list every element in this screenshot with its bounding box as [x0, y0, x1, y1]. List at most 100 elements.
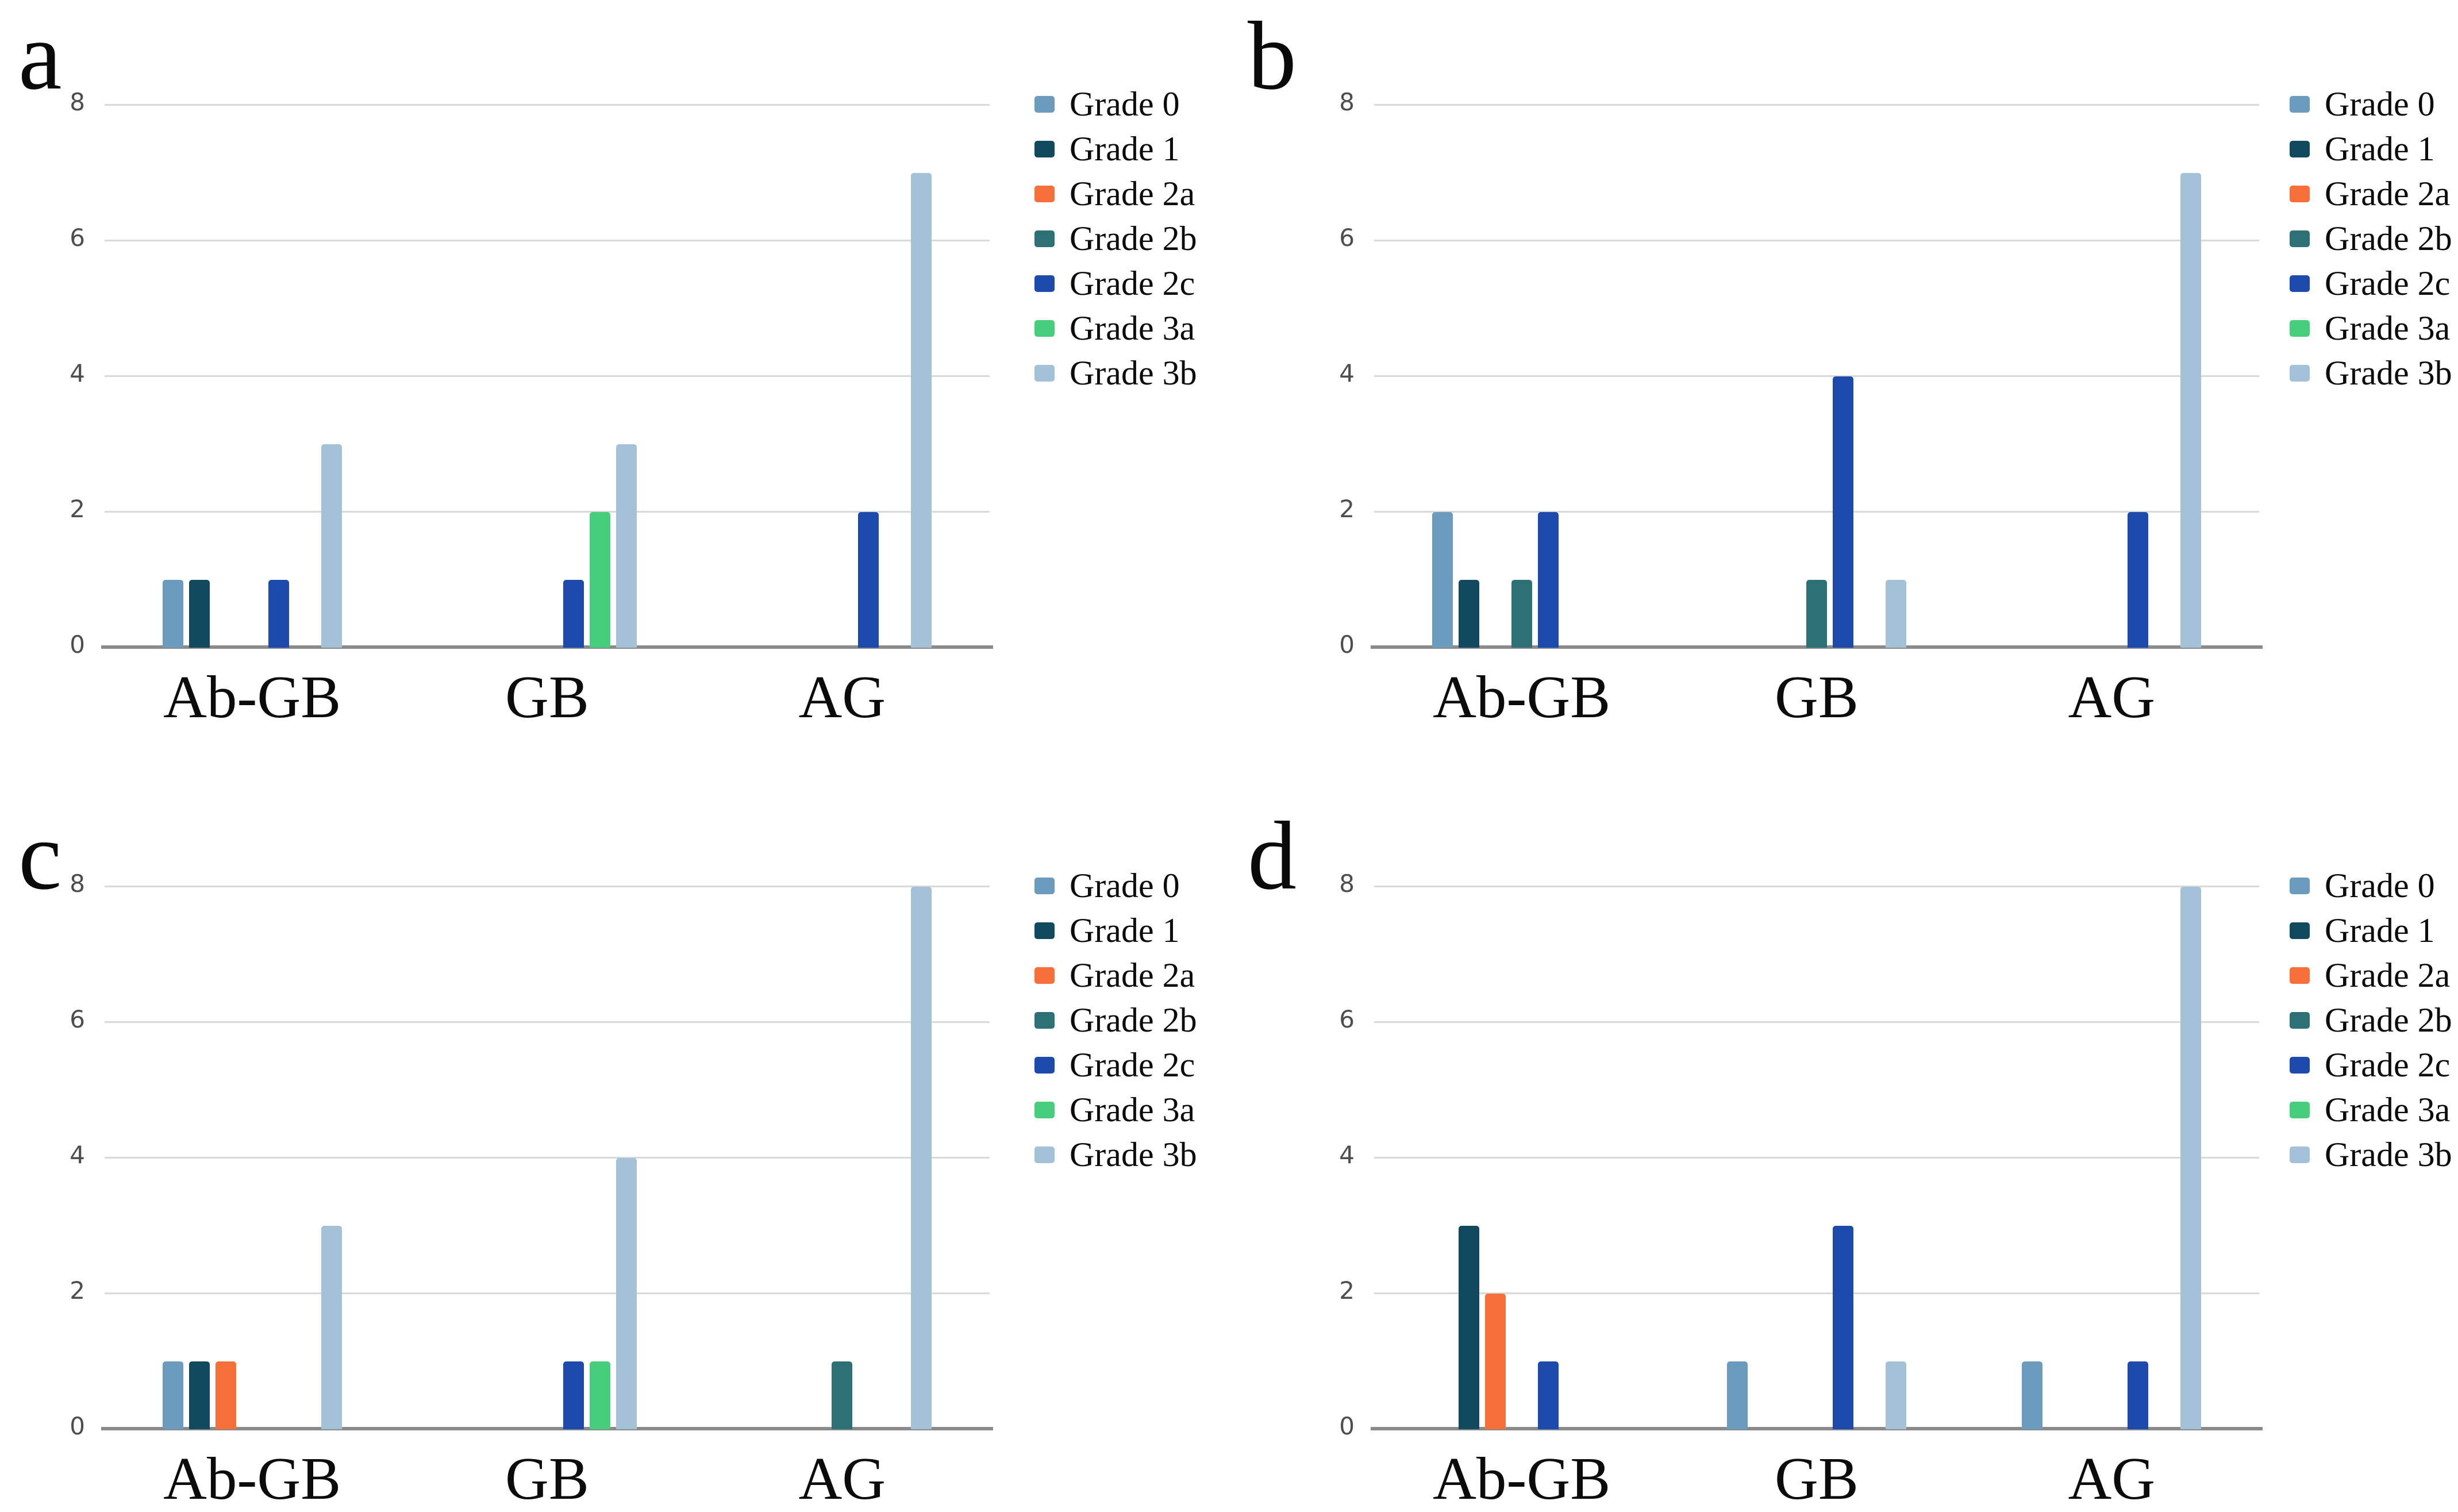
legend-entry-grade-3a: Grade 3a	[1034, 306, 1197, 351]
legend-label-grade-3a: Grade 3a	[1070, 309, 1195, 347]
bar-ag-grade-2b	[832, 1361, 853, 1429]
legend-swatch-grade-3a-icon	[1034, 1101, 1055, 1118]
legend-label-grade-3b: Grade 3b	[1070, 354, 1197, 392]
bar-ab-gb-grade-1	[1458, 580, 1479, 648]
bar-ag-grade-3b	[911, 887, 932, 1429]
bar-ab-gb-grade-1	[189, 1361, 210, 1429]
legend-entry-grade-0: Grade 0	[1034, 863, 1197, 908]
legend-swatch-grade-1-icon	[1034, 140, 1055, 157]
y-tick-label-0: 0	[70, 1412, 85, 1440]
y-tick-label-8: 8	[70, 88, 85, 116]
legend-entry-grade-2b: Grade 2b	[2290, 998, 2452, 1042]
legend-swatch-grade-2a-icon	[1034, 185, 1055, 202]
legend-entry-grade-2b: Grade 2b	[1034, 998, 1197, 1042]
bar-gb-grade-2c	[563, 1361, 584, 1429]
x-axis-labels-a: Ab-GB GB AG	[105, 667, 990, 727]
gridline-4	[1374, 1157, 2259, 1159]
legend-label-grade-0: Grade 0	[2325, 85, 2435, 123]
x-axis-labels-d: Ab-GB GB AG	[1374, 1448, 2259, 1509]
y-tick-label-6: 6	[70, 224, 85, 252]
bar-ag-grade-0	[2022, 1361, 2043, 1429]
bar-slots-ag	[749, 865, 934, 1429]
y-tick-label-4: 4	[70, 1141, 85, 1169]
bar-slots-ab-gb	[160, 83, 345, 648]
legend-entry-grade-3b: Grade 3b	[2290, 351, 2452, 395]
legend-label-grade-2b: Grade 2b	[1070, 1001, 1197, 1039]
plot-area-b: 0 2 4 6 8	[1339, 83, 2263, 657]
legend-label-grade-2a: Grade 2a	[1070, 175, 1195, 213]
legend-entry-grade-2c: Grade 2c	[2290, 261, 2452, 306]
y-tick-label-2: 2	[1339, 495, 1355, 523]
gridline-8	[105, 104, 990, 106]
legend-swatch-grade-0-icon	[1034, 877, 1055, 894]
x-axis-baseline	[1371, 1427, 2263, 1430]
bar-group-ag	[1964, 83, 2259, 648]
gridline-2	[105, 511, 990, 513]
bar-slots-ag	[749, 83, 934, 648]
legend-label-grade-3b: Grade 3b	[1070, 1136, 1197, 1174]
bar-gb-grade-3b	[616, 1158, 637, 1429]
legend-entry-grade-3a: Grade 3a	[1034, 1087, 1197, 1132]
bar-ab-gb-grade-3b	[321, 444, 342, 648]
legend-label-grade-0: Grade 0	[2325, 867, 2435, 905]
legend-entry-grade-1: Grade 1	[2290, 126, 2452, 171]
gridline-8	[1374, 104, 2259, 106]
panel-d: d 0 2 4 6 8 Ab-GB GB AG Grade 0 Grade 1 Grade 2a…	[1229, 782, 2458, 1509]
x-axis-label-gb: GB	[505, 663, 589, 730]
bar-group-ab-gb	[105, 83, 399, 648]
bar-slots-ag	[2019, 83, 2204, 648]
plot-area-a: 0 2 4 6 8	[70, 83, 993, 657]
legend-swatch-grade-2c-icon	[2290, 275, 2310, 292]
bar-gb-grade-2c	[563, 580, 584, 648]
legend-entry-grade-0: Grade 0	[2290, 82, 2452, 126]
legend-entry-grade-3a: Grade 3a	[2290, 306, 2452, 351]
x-axis-label-gb: GB	[1775, 1445, 1859, 1512]
x-axis-label-gb: GB	[1775, 663, 1859, 730]
legend-label-grade-0: Grade 0	[1070, 85, 1180, 123]
gridline-6	[1374, 1021, 2259, 1023]
x-axis-label-gb: GB	[505, 1445, 589, 1512]
bar-group-ab-gb	[1374, 83, 1669, 648]
bar-group-ab-gb	[1374, 865, 1669, 1429]
legend-label-grade-3b: Grade 3b	[2325, 354, 2452, 392]
legend-label-grade-2b: Grade 2b	[2325, 220, 2452, 257]
legend-label-grade-2b: Grade 2b	[1070, 220, 1197, 257]
legend-swatch-grade-2b-icon	[1034, 230, 1055, 247]
legend-entry-grade-2a: Grade 2a	[2290, 953, 2452, 998]
bar-slots-gb	[1724, 83, 1909, 648]
x-axis-baseline	[101, 645, 993, 649]
x-axis-label-ab-gb: Ab-GB	[163, 1445, 341, 1512]
legend-entry-grade-3b: Grade 3b	[1034, 1132, 1197, 1177]
legend-swatch-grade-1-icon	[2290, 922, 2310, 939]
gridline-8	[1374, 886, 2259, 887]
legend-label-grade-3a: Grade 3a	[2325, 309, 2451, 347]
x-axis-label-ag: AG	[2068, 1445, 2156, 1512]
bar-ag-grade-3b	[911, 173, 932, 648]
legend-label-grade-3b: Grade 3b	[2325, 1136, 2452, 1174]
y-tick-label-8: 8	[1339, 88, 1355, 116]
bar-ab-gb-grade-2a	[215, 1361, 236, 1429]
legend-swatch-grade-2b-icon	[2290, 1011, 2310, 1029]
bar-ag-grade-2c	[2128, 1361, 2149, 1429]
legend-c: Grade 0 Grade 1 Grade 2a Grade 2b Grade 2c Gr…	[1034, 863, 1197, 1177]
panel-letter-b: b	[1248, 2, 1297, 110]
legend-swatch-grade-3b-icon	[2290, 364, 2310, 382]
panel-letter-a: a	[18, 2, 62, 110]
bar-ab-gb-grade-2c	[1537, 512, 1559, 648]
bar-ab-gb-grade-3b	[321, 1226, 342, 1429]
bar-group-ag	[695, 865, 990, 1429]
panel-letter-d: d	[1248, 802, 1297, 910]
legend-swatch-grade-2b-icon	[1034, 1011, 1055, 1029]
y-tick-label-2: 2	[70, 1276, 85, 1305]
x-axis-labels-b: Ab-GB GB AG	[1374, 667, 2259, 727]
bar-ag-grade-2c	[858, 512, 879, 648]
gridline-4	[105, 1157, 990, 1159]
bar-group-ab-gb	[105, 865, 399, 1429]
legend-label-grade-3a: Grade 3a	[1070, 1091, 1195, 1129]
panel-c: c 0 2 4 6 8 Ab-GB GB AG Grade 0 Grade 1 Grade 2a…	[0, 782, 1229, 1512]
x-axis-label-ab-gb: Ab-GB	[1433, 663, 1611, 730]
bar-ab-gb-grade-0	[162, 1361, 183, 1429]
legend-swatch-grade-1-icon	[2290, 140, 2310, 157]
bar-group-gb	[1669, 865, 1964, 1429]
